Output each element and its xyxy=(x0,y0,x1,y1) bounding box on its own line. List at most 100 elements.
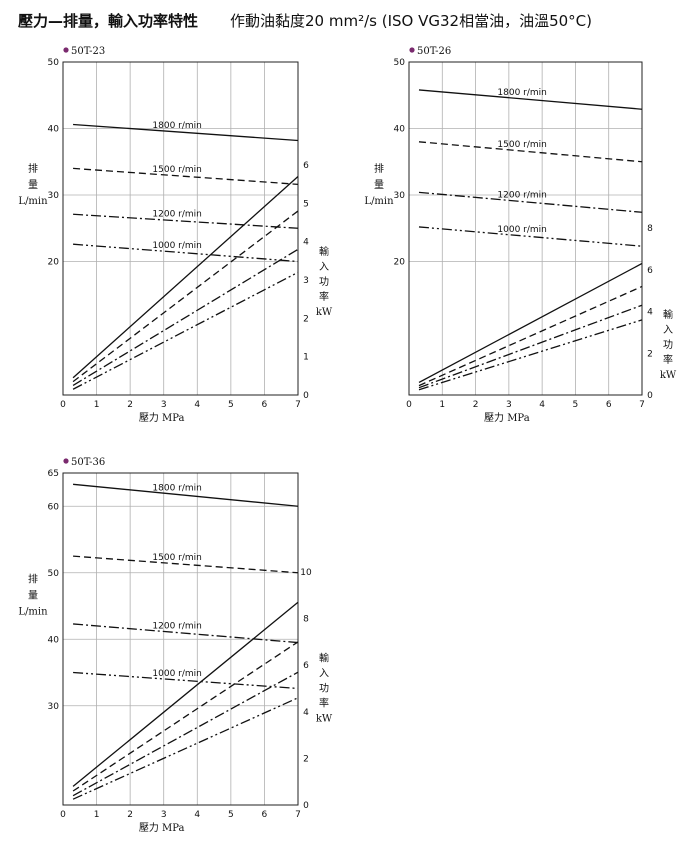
flow-line xyxy=(73,555,299,574)
x-tick-label: 5 xyxy=(573,400,579,410)
y2-tick-label: 6 xyxy=(303,661,309,671)
x-tick-label: 1 xyxy=(94,810,100,820)
flow-line xyxy=(73,483,299,507)
y2-tick-label: 8 xyxy=(303,615,309,625)
series-label: 1200 r/min xyxy=(152,210,201,220)
power-line xyxy=(72,210,299,383)
y2-tick-label: 4 xyxy=(303,708,309,718)
x-tick-label: 7 xyxy=(295,400,301,410)
y-tick-label: 50 xyxy=(48,569,60,579)
series-label: 1000 r/min xyxy=(497,225,546,235)
y-tick-label: 40 xyxy=(48,125,60,135)
x-tick-label: 3 xyxy=(161,810,167,820)
x-tick-label: 5 xyxy=(228,810,234,820)
chart-title: 50T-36 xyxy=(71,457,105,468)
y-axis-label: 量 xyxy=(28,179,38,191)
flow-line xyxy=(418,226,643,247)
flow-line xyxy=(73,167,299,186)
y2-axis-label: 率 xyxy=(319,697,329,710)
x-tick-label: 7 xyxy=(295,810,301,820)
y2-axis-label: kW xyxy=(660,370,677,381)
y2-tick-label: 2 xyxy=(303,314,309,324)
y2-tick-label: 0 xyxy=(303,391,309,401)
x-tick-label: 0 xyxy=(406,400,412,410)
y-axis-label: 量 xyxy=(28,590,38,602)
series-label: 1500 r/min xyxy=(152,165,201,175)
x-tick-label: 7 xyxy=(639,400,645,410)
plot-frame xyxy=(62,61,299,396)
series-label: 1000 r/min xyxy=(152,669,201,679)
x-tick-label: 2 xyxy=(127,810,133,820)
y-tick-label: 60 xyxy=(48,502,60,512)
y2-tick-label: 0 xyxy=(647,391,653,401)
page-title: 壓力—排量，輸入功率特性 xyxy=(18,12,199,30)
x-tick-label: 1 xyxy=(94,400,100,410)
y-axis-label: 排 xyxy=(28,162,38,175)
y2-axis-label: 功 xyxy=(663,339,673,351)
model-marker xyxy=(63,47,69,53)
y2-axis-label: kW xyxy=(316,714,333,725)
y2-axis-label: 率 xyxy=(663,353,673,366)
power-line xyxy=(72,697,299,800)
flow-line xyxy=(418,89,643,110)
y2-tick-label: 5 xyxy=(303,199,309,209)
plot-frame xyxy=(62,472,299,806)
series-label: 1800 r/min xyxy=(497,88,546,98)
x-tick-label: 2 xyxy=(473,400,479,410)
y2-tick-label: 4 xyxy=(647,308,653,318)
y2-tick-label: 3 xyxy=(303,276,309,286)
y2-axis-label: 功 xyxy=(319,683,329,695)
y2-tick-label: 8 xyxy=(647,224,653,234)
y-tick-label: 20 xyxy=(394,258,406,268)
y-tick-label: 40 xyxy=(48,635,60,645)
power-line xyxy=(72,671,299,797)
y2-axis-label: 入 xyxy=(319,669,329,680)
flow-line xyxy=(73,213,299,229)
power-line xyxy=(72,248,299,386)
y2-axis-label: 輸 xyxy=(319,245,329,258)
series-label: 1800 r/min xyxy=(152,121,201,131)
power-line xyxy=(418,319,643,391)
y2-tick-label: 6 xyxy=(303,161,309,171)
plot-frame xyxy=(408,61,643,396)
y-tick-label: 30 xyxy=(394,191,406,201)
series-label: 1000 r/min xyxy=(152,241,201,251)
y2-axis-label: 輸 xyxy=(319,652,329,665)
flow-line xyxy=(73,123,299,142)
series-label: 1800 r/min xyxy=(152,483,201,493)
y2-tick-label: 10 xyxy=(300,568,312,578)
x-tick-label: 6 xyxy=(606,400,612,410)
chart-50t-26: 0 1 2 3 4 5 6 7 20 30 40 50 0 2 4 6 8 50T-26 壓力 MPa 排量 L/min… xyxy=(364,46,676,424)
flow-line xyxy=(418,191,643,213)
y-axis-label: L/min xyxy=(18,607,48,618)
y-axis-label: L/min xyxy=(364,196,394,207)
x-tick-label: 6 xyxy=(262,400,268,410)
test-condition: 作動油黏度20 mm²/s (ISO VG32相當油，油溫50°C) xyxy=(230,12,592,30)
x-axis-label: 壓力 MPa xyxy=(484,411,530,424)
x-tick-label: 4 xyxy=(539,400,545,410)
y2-tick-label: 2 xyxy=(303,754,309,764)
x-tick-label: 3 xyxy=(506,400,512,410)
x-axis-label: 壓力 MPa xyxy=(139,411,185,424)
power-line xyxy=(418,262,643,384)
x-tick-label: 0 xyxy=(60,810,66,820)
y2-axis-label: 率 xyxy=(319,290,329,303)
y-tick-label: 20 xyxy=(48,258,60,268)
x-tick-label: 4 xyxy=(194,810,200,820)
flow-line xyxy=(73,623,299,644)
y-axis-label: 量 xyxy=(374,179,384,191)
y-axis-label: 排 xyxy=(28,573,38,586)
power-line xyxy=(418,304,643,389)
flow-line xyxy=(73,671,299,690)
power-line xyxy=(418,285,643,387)
y2-tick-label: 6 xyxy=(647,266,653,276)
series-label: 1200 r/min xyxy=(497,191,546,201)
flow-line xyxy=(418,141,643,163)
y-axis-label: 排 xyxy=(374,162,384,175)
x-tick-label: 6 xyxy=(262,810,268,820)
x-tick-label: 2 xyxy=(127,400,133,410)
y-axis-label: L/min xyxy=(18,196,48,207)
y2-tick-label: 4 xyxy=(303,238,309,248)
y-tick-label: 30 xyxy=(48,191,60,201)
y-tick-label: 50 xyxy=(48,58,60,68)
